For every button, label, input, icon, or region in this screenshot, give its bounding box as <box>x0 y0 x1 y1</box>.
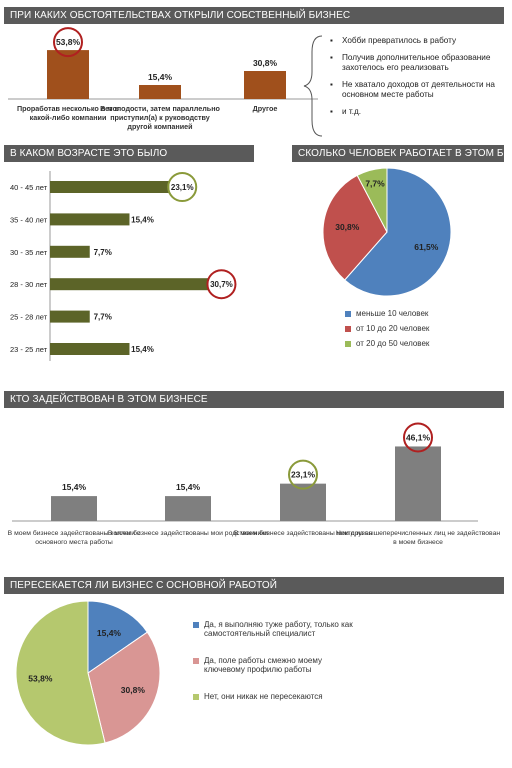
bar <box>165 496 211 521</box>
legend-item: меньше 10 человек <box>345 309 429 318</box>
category-label: В моем бизнесе задействованы мои друзья <box>234 529 373 537</box>
bar <box>280 483 326 521</box>
section-header-circumstances: ПРИ КАКИХ ОБСТОЯТЕЛЬСТВАХ ОТКРЫЛИ СОБСТВ… <box>4 7 504 24</box>
reasons-list: Хобби превратилось в работу Получив допо… <box>330 36 506 123</box>
legend-label: от 20 до 50 человек <box>356 339 430 348</box>
highlight-circle <box>288 459 318 490</box>
circumstances-bar-chart: 53,8% Проработав несколько лет в какой-либ… <box>8 27 323 137</box>
data-label: 53,8% <box>56 37 81 47</box>
bar <box>50 213 130 226</box>
category-label: 25 - 28 лет <box>10 313 48 322</box>
staff-legend: меньше 10 человек от 10 до 20 человек от… <box>345 309 429 354</box>
data-label: 23,1% <box>171 183 194 192</box>
bar <box>50 310 90 323</box>
section-header-staff: СКОЛЬКО ЧЕЛОВЕК РАБОТАЕТ В ЭТОМ БИЗНЕСЕ <box>292 145 504 162</box>
slice-label: 7,7% <box>365 178 385 188</box>
legend-swatch <box>193 621 199 628</box>
pie-slice <box>87 631 161 744</box>
bar <box>50 278 209 291</box>
section-header-overlap: ПЕРЕСЕКАЕТСЯ ЛИ БИЗНЕС С ОСНОВНОЙ РАБОТО… <box>4 577 504 594</box>
highlight-circle <box>167 172 198 202</box>
data-label: 15,4% <box>131 215 154 224</box>
data-label: 15,4% <box>131 345 154 354</box>
data-label: 30,8% <box>253 58 278 68</box>
legend-swatch <box>193 657 199 664</box>
age-bar-chart: 40 - 45 лет 23,1% 35 - 40 лет 15,4% 30 - 35 … <box>10 171 237 361</box>
slice-label: 61,5% <box>414 242 439 252</box>
category-label: Никто из вышеперечисленных лиц не задейс… <box>336 529 500 546</box>
reason-item: Хобби превратилось в работу <box>330 36 506 47</box>
data-label: 7,7% <box>94 313 112 322</box>
legend-item: Да, я выполняю туже работу, только как с… <box>193 620 363 638</box>
highlight-circle <box>206 269 237 300</box>
data-label: 46,1% <box>406 432 431 442</box>
category-label: 35 - 40 лет <box>10 215 48 224</box>
pie-slice <box>343 167 452 297</box>
bar <box>50 343 130 355</box>
data-label: 15,4% <box>62 482 87 492</box>
legend-swatch <box>345 340 351 347</box>
pie-slice <box>15 600 106 746</box>
legend-item: Да, поле работы смежно моему ключевому п… <box>193 656 363 674</box>
legend-swatch <box>345 310 351 317</box>
data-label: 30,7% <box>210 280 233 289</box>
category-label: Проработав несколько лет в какой-либо ком… <box>17 104 120 122</box>
category-label: В моем бизнесе задействованы коллеги с ос… <box>8 529 141 546</box>
pie-slice <box>87 600 148 674</box>
involved-bar-chart: 15,4% В моем бизнесе задействованы коллег… <box>8 422 500 546</box>
legend-label: Нет, они никак не пересекаются <box>204 692 323 701</box>
highlight-circle <box>403 422 433 453</box>
legend-label: от 10 до 20 человек <box>356 324 430 333</box>
category-label: В моем бизнесе задействованы мои родстве… <box>108 529 268 537</box>
legend-swatch <box>345 325 351 332</box>
bar <box>244 71 286 99</box>
legend-label: Да, поле работы смежно моему ключевому п… <box>204 656 322 674</box>
category-label: 30 - 35 лет <box>10 248 48 257</box>
bar <box>50 181 170 193</box>
section-header-age: В КАКОМ ВОЗРАСТЕ ЭТО БЫЛО <box>4 145 254 162</box>
slice-label: 30,8% <box>121 685 146 695</box>
slice-label: 15,4% <box>97 628 122 638</box>
legend-swatch <box>193 693 199 700</box>
legend-item: от 10 до 20 человек <box>345 324 429 333</box>
bar <box>50 245 90 258</box>
category-label: 28 - 30 лет <box>10 280 48 289</box>
pie-slice <box>356 167 388 233</box>
overlap-pie-chart: 15,4% 30,8% 53,8% <box>15 600 161 746</box>
slice-label: 53,8% <box>28 674 53 684</box>
brace <box>303 35 323 137</box>
pie-slice <box>322 174 388 281</box>
overlap-legend: Да, я выполняю туже работу, только как с… <box>193 620 363 707</box>
legend-item: Нет, они никак не пересекаются <box>193 692 363 701</box>
legend-label: меньше 10 человек <box>356 309 429 318</box>
slice-label: 30,8% <box>335 222 360 232</box>
reason-item: Не хватало доходов от деятельности на ос… <box>330 80 506 101</box>
data-label: 15,4% <box>148 72 173 82</box>
bar <box>51 496 97 521</box>
data-label: 15,4% <box>176 482 201 492</box>
bar <box>139 85 181 99</box>
section-header-involved: КТО ЗАДЕЙСТВОВАН В ЭТОМ БИЗНЕСЕ <box>4 391 504 408</box>
staff-pie-chart: 61,5% 30,8% 7,7% <box>322 167 452 297</box>
reason-item: Получив дополнительное образование захот… <box>330 53 506 74</box>
data-label: 23,1% <box>291 470 316 480</box>
legend-label: Да, я выполняю туже работу, только как с… <box>204 620 353 638</box>
category-label: Другое <box>253 104 278 113</box>
reason-item: и т.д. <box>330 107 506 118</box>
bar <box>395 446 441 521</box>
data-label: 7,7% <box>94 248 112 257</box>
category-label: В молодости, затем параллельно приступил(… <box>100 104 220 131</box>
legend-item: от 20 до 50 человек <box>345 339 429 348</box>
category-label: 40 - 45 лет <box>10 183 48 192</box>
category-label: 23 - 25 лет <box>10 345 48 354</box>
highlight-circle <box>53 27 83 58</box>
bar <box>47 50 89 99</box>
